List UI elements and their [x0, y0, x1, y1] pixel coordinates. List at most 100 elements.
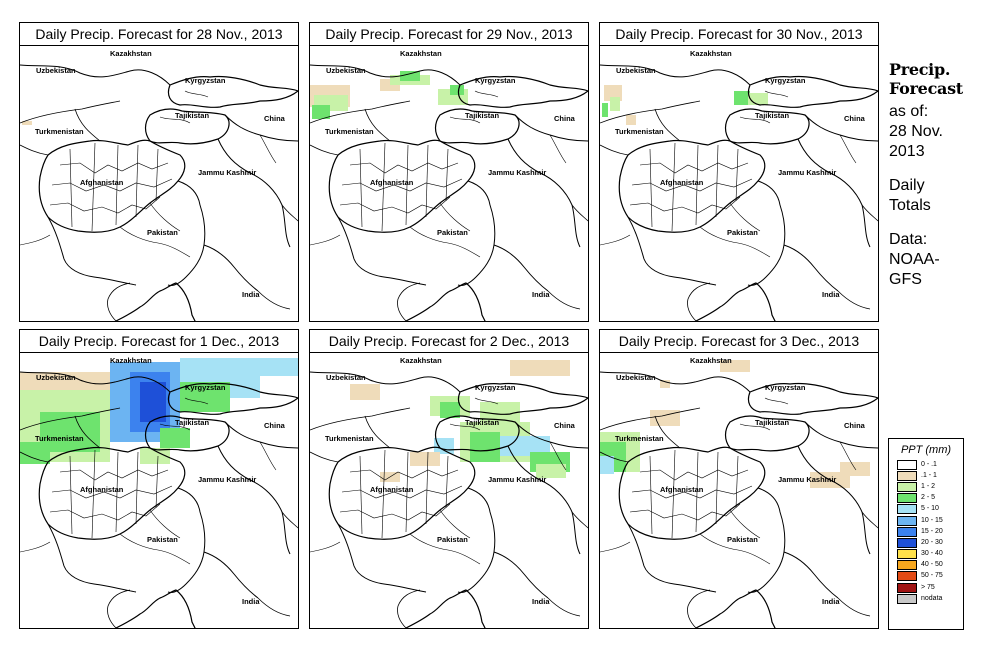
legend-label: > 75 — [921, 583, 935, 591]
side-title: Precip. Forecast — [889, 60, 983, 98]
label-india: India — [242, 290, 260, 299]
legend-swatch — [897, 582, 917, 593]
label-afghanistan: Afghanistan — [80, 178, 124, 187]
label-afghanistan: Afghanistan — [370, 178, 414, 187]
label-kyrgyzstan: Kyrgyzstan — [475, 383, 516, 392]
forecast-panel: Daily Precip. Forecast for 30 Nov., 2013… — [599, 22, 879, 322]
legend-item: 1 - 2 — [897, 481, 963, 492]
data-label: Data: — [889, 231, 928, 248]
label-tajikistan: Tajikistan — [175, 111, 209, 120]
legend-swatch — [897, 593, 917, 604]
label-uzbekistan: Uzbekistan — [616, 373, 656, 382]
legend-item: 2 - 5 — [897, 493, 963, 504]
legend-label: 40 - 50 — [921, 561, 943, 569]
precip-overlay — [350, 360, 570, 482]
label-kyrgyzstan: Kyrgyzstan — [475, 76, 516, 85]
panel-title: Daily Precip. Forecast for 1 Dec., 2013 — [20, 330, 298, 353]
legend-item: 10 - 15 — [897, 515, 963, 526]
label-kyrgyzstan: Kyrgyzstan — [185, 383, 226, 392]
label-tajikistan: Tajikistan — [465, 111, 499, 120]
label-uzbekistan: Uzbekistan — [326, 66, 366, 75]
legend-swatch — [897, 481, 917, 492]
legend-label: 30 - 40 — [921, 550, 943, 558]
label-china: China — [554, 421, 576, 430]
label-kazakhstan: Kazakhstan — [400, 49, 442, 58]
asof-label: as of: — [889, 103, 929, 120]
legend-label: 0 - .1 — [921, 460, 937, 468]
label-china: China — [264, 421, 286, 430]
label-afghanistan: Afghanistan — [660, 178, 704, 187]
label-kazakhstan: Kazakhstan — [110, 49, 152, 58]
label-uzbekistan: Uzbekistan — [616, 66, 656, 75]
label-jammu-kashmir: Jammu Kashmir — [488, 168, 546, 177]
map: Kazakhstan Uzbekistan Kyrgyzstan Tajikis… — [600, 356, 878, 628]
asof-date: 28 Nov. — [889, 123, 943, 140]
panel-title: Daily Precip. Forecast for 3 Dec., 2013 — [600, 330, 878, 353]
side-title-line: Forecast — [889, 79, 963, 98]
label-pakistan: Pakistan — [437, 535, 468, 544]
side-info: Precip. Forecast as of: 28 Nov. 2013 Dai… — [889, 60, 983, 304]
label-afghanistan: Afghanistan — [370, 485, 414, 494]
legend-item: nodata — [897, 593, 963, 604]
daily-label: Daily — [889, 177, 925, 194]
legend-swatch — [897, 515, 917, 526]
label-kazakhstan: Kazakhstan — [690, 49, 732, 58]
precip-overlay — [602, 85, 768, 125]
legend-label: 1 - 2 — [921, 482, 936, 490]
precip-overlay — [310, 71, 468, 119]
legend-item: 0 - .1 — [897, 459, 963, 470]
side-asof: as of: 28 Nov. 2013 — [889, 102, 983, 162]
label-jammu-kashmir: Jammu Kashmir — [778, 475, 836, 484]
label-turkmenistan: Turkmenistan — [615, 127, 664, 136]
legend-title: PPT (mm) — [900, 444, 952, 456]
label-china: China — [844, 421, 866, 430]
legend-label: nodata — [921, 594, 943, 602]
basemap — [20, 64, 298, 321]
label-jammu-kashmir: Jammu Kashmir — [488, 475, 546, 484]
label-turkmenistan: Turkmenistan — [35, 127, 84, 136]
legend-item: 5 - 10 — [897, 504, 963, 515]
label-india: India — [242, 597, 260, 606]
label-tajikistan: Tajikistan — [175, 418, 209, 427]
map: Kazakhstan Uzbekistan Kyrgyzstan Tajikis… — [310, 356, 588, 628]
label-kazakhstan: Kazakhstan — [110, 356, 152, 365]
label-kazakhstan: Kazakhstan — [690, 356, 732, 365]
basemap — [600, 371, 878, 628]
label-turkmenistan: Turkmenistan — [615, 434, 664, 443]
data-source: GFS — [889, 271, 922, 288]
label-china: China — [264, 114, 286, 123]
legend-item: 20 - 30 — [897, 537, 963, 548]
legend-rows: 0 - .1 .1 - 1 1 - 2 2 - 5 5 - 10 10 - 15 15 - … — [889, 459, 963, 604]
legend-swatch — [897, 560, 917, 571]
map: Kazakhstan Uzbekistan Kyrgyzstan Tajikis… — [20, 356, 298, 628]
label-afghanistan: Afghanistan — [660, 485, 704, 494]
label-uzbekistan: Uzbekistan — [36, 66, 76, 75]
label-turkmenistan: Turkmenistan — [325, 127, 374, 136]
label-tajikistan: Tajikistan — [465, 418, 499, 427]
legend-item: .1 - 1 — [897, 470, 963, 481]
legend-swatch — [897, 537, 917, 548]
label-pakistan: Pakistan — [727, 535, 758, 544]
label-india: India — [532, 290, 550, 299]
label-kyrgyzstan: Kyrgyzstan — [185, 76, 226, 85]
label-jammu-kashmir: Jammu Kashmir — [198, 475, 256, 484]
side-title-line: Precip. — [889, 60, 951, 79]
panel-title: Daily Precip. Forecast for 28 Nov., 2013 — [20, 23, 298, 46]
side-data: Data: NOAA- GFS — [889, 230, 983, 290]
forecast-panel: Daily Precip. Forecast for 2 Dec., 2013 … — [309, 329, 589, 629]
label-pakistan: Pakistan — [147, 228, 178, 237]
legend-swatch — [897, 526, 917, 537]
label-india: India — [822, 290, 840, 299]
data-source: NOAA- — [889, 251, 940, 268]
panel-title: Daily Precip. Forecast for 29 Nov., 2013 — [310, 23, 588, 46]
legend-item: 15 - 20 — [897, 526, 963, 537]
legend-swatch — [897, 504, 917, 515]
label-pakistan: Pakistan — [437, 228, 468, 237]
label-jammu-kashmir: Jammu Kashmir — [198, 168, 256, 177]
label-turkmenistan: Turkmenistan — [325, 434, 374, 443]
map: Kazakhstan Uzbekistan Kyrgyzstan Tajikis… — [600, 49, 878, 321]
legend-swatch — [897, 571, 917, 582]
side-daily: Daily Totals — [889, 176, 983, 216]
label-pakistan: Pakistan — [727, 228, 758, 237]
legend-swatch — [897, 470, 917, 481]
